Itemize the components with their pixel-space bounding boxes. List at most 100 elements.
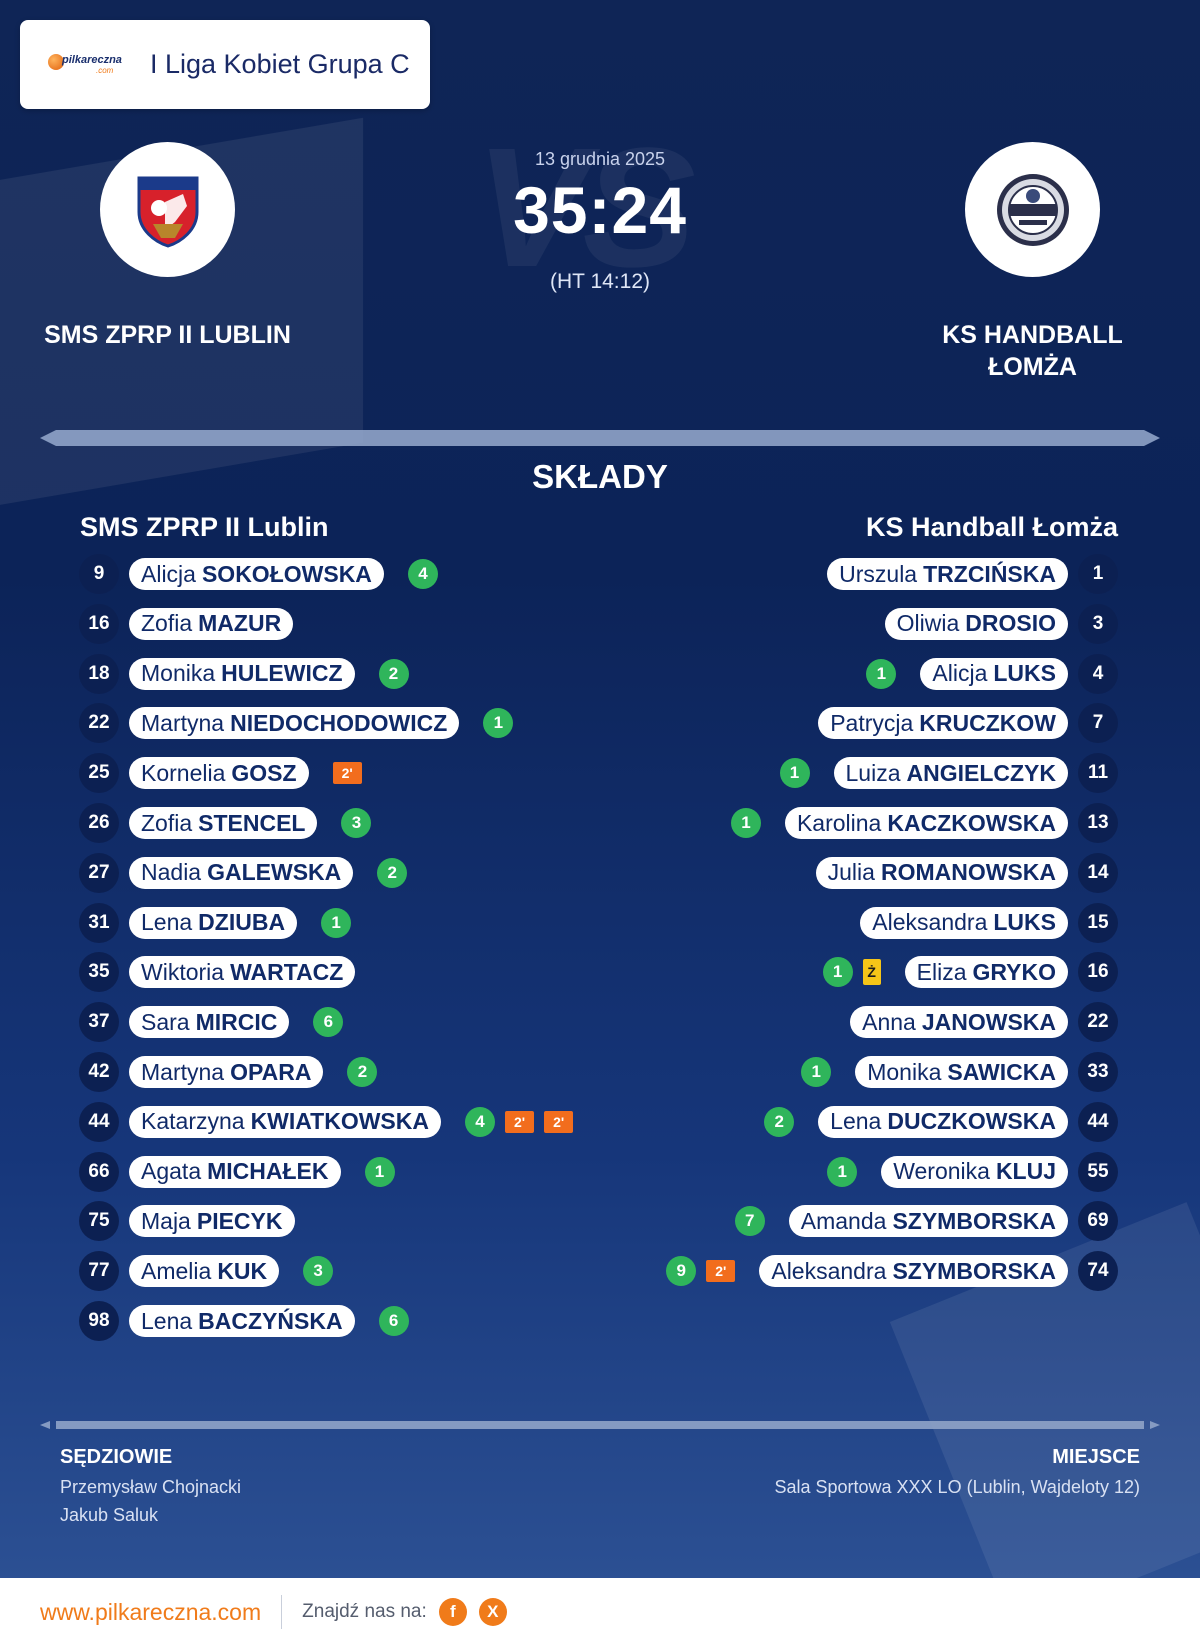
goals-badge: 2 [378, 658, 409, 689]
player-number: 69 [1078, 1201, 1118, 1242]
home-team-name: SMS ZPRP II LUBLIN [44, 321, 291, 349]
player-number: 16 [1078, 952, 1118, 993]
player-last-name: DROSIO [965, 610, 1056, 637]
player-row: 18 Monika HULEWICZ 2 [79, 653, 409, 694]
player-name-pill: Julia ROMANOWSKA [815, 856, 1068, 889]
facebook-icon[interactable]: f [438, 1598, 467, 1626]
player-first-name: Anna [862, 1008, 916, 1035]
referees-title: SĘDZIOWIE [60, 1446, 173, 1468]
player-first-name: Monika [141, 660, 216, 687]
player-row: 44 Katarzyna KWIATKOWSKA 4 2' 2' [79, 1101, 574, 1142]
player-first-name: Karolina [796, 809, 882, 836]
top-divider [40, 430, 1160, 446]
suspension-badge: 2' [544, 1110, 574, 1133]
site-link[interactable]: www.pilkareczna.com [40, 1598, 262, 1625]
player-row: 98 Lena BACZYŃSKA 6 [79, 1301, 409, 1341]
player-last-name: MIRCIC [195, 1008, 278, 1035]
player-last-name: KRUCZKOW [919, 709, 1056, 736]
player-first-name: Lena [141, 1307, 193, 1334]
player-number: 9 [79, 554, 119, 594]
player-last-name: ANGIELCZYK [906, 759, 1057, 786]
player-first-name: Lena [830, 1108, 882, 1135]
footer: www.pilkareczna.com Znajdź nas na: f X [0, 1578, 1200, 1646]
player-number: 31 [79, 902, 119, 943]
player-last-name: KACZKOWSKA [887, 809, 1056, 836]
player-first-name: Aleksandra [872, 909, 988, 936]
player-number: 42 [79, 1052, 119, 1092]
player-first-name: Julia [827, 859, 875, 886]
player-number: 14 [1078, 852, 1118, 893]
venue-text: Sala Sportowa XXX LO (Lublin, Wajdeloty … [774, 1477, 1140, 1497]
goals-badge: 1 [364, 1156, 395, 1187]
player-name-pill: Monika SAWICKA [855, 1056, 1068, 1088]
player-name-pill: Monika HULEWICZ [129, 657, 355, 690]
goals-badge: 6 [378, 1306, 409, 1336]
goals-badge: 3 [341, 808, 372, 838]
player-last-name: TRZCIŃSKA [923, 560, 1056, 587]
goals-badge: 4 [465, 1106, 495, 1137]
player-last-name: MAZUR [198, 610, 282, 637]
venue-title: MIEJSCE [1052, 1446, 1140, 1468]
player-row: 35 Wiktoria WARTACZ [79, 952, 356, 993]
player-number: 18 [79, 653, 119, 694]
player-last-name: NIEDOCHODOWICZ [230, 709, 448, 736]
player-row: 27 Nadia GALEWSKA 2 [79, 852, 408, 893]
player-last-name: KUK [217, 1257, 268, 1284]
halftime-score: (HT 14:12) [550, 270, 650, 293]
player-name-pill: Zofia MAZUR [129, 607, 294, 640]
player-last-name: SZYMBORSKA [892, 1207, 1056, 1234]
sms-zprp-crest-icon [137, 176, 198, 248]
player-name-pill: Maja PIECYK [129, 1205, 295, 1238]
match-score: 35:24 [513, 173, 687, 247]
player-number: 44 [1078, 1101, 1118, 1142]
player-name-pill: Anna JANOWSKA [850, 1006, 1068, 1039]
player-first-name: Katarzyna [141, 1108, 245, 1135]
player-name-pill: Luiza ANGIELCZYK [833, 757, 1068, 790]
goals-badge: 1 [483, 708, 514, 739]
goals-badge: 1 [321, 907, 352, 938]
player-row: 1 Ż Eliza GRYKO 16 [822, 952, 1118, 993]
player-first-name: Urszula [839, 560, 918, 587]
goals-badge: 2 [764, 1106, 795, 1137]
player-first-name: Amanda [800, 1207, 887, 1234]
player-number: 11 [1078, 753, 1118, 794]
player-name-pill: Nadia GALEWSKA [129, 856, 354, 889]
player-row: Urszula TRZCIŃSKA 1 [827, 554, 1118, 594]
player-name-pill: Eliza GRYKO [904, 956, 1068, 989]
player-first-name: Lena [141, 909, 193, 936]
goals-badge: 1 [822, 957, 853, 988]
player-number: 16 [79, 603, 119, 644]
player-last-name: STENCEL [198, 809, 306, 836]
player-last-name: DUCZKOWSKA [887, 1108, 1056, 1135]
player-first-name: Wiktoria [141, 958, 225, 985]
league-name: I Liga Kobiet Grupa C [150, 49, 410, 79]
suspension-badge: 2' [706, 1260, 736, 1283]
ks-handball-crest-icon [996, 173, 1069, 246]
logo-word: pilkareczna [62, 53, 122, 66]
player-row: 7 Amanda SZYMBORSKA 69 [734, 1201, 1118, 1242]
player-last-name: GRYKO [972, 958, 1057, 985]
player-row: Julia ROMANOWSKA 14 [815, 852, 1118, 893]
x-icon[interactable]: X [478, 1598, 507, 1626]
player-row: 66 Agata MICHAŁEK 1 [79, 1151, 395, 1192]
goals-badge: 7 [734, 1206, 765, 1237]
away-roster-title: KS Handball Łomża [865, 512, 1118, 542]
goals-badge: 1 [730, 808, 761, 838]
goals-badge: 9 [666, 1256, 697, 1287]
player-row: Patrycja KRUCZKOW 7 [818, 703, 1118, 744]
handball-icon [48, 53, 64, 70]
player-number: 15 [1078, 902, 1118, 943]
player-row: 75 Maja PIECYK [79, 1201, 295, 1242]
player-number: 77 [79, 1251, 119, 1292]
player-row: 31 Lena DZIUBA 1 [79, 902, 352, 943]
player-name-pill: Zofia STENCEL [129, 807, 318, 839]
player-name-pill: Lena DZIUBA [129, 906, 298, 939]
player-row: 1 Karolina KACZKOWSKA 13 [730, 803, 1118, 843]
player-name-pill: Wiktoria WARTACZ [129, 956, 356, 989]
player-first-name: Sara [141, 1008, 190, 1035]
player-row: 9 2' Aleksandra SZYMBORSKA 74 [666, 1251, 1118, 1292]
player-name-pill: Aleksandra LUKS [860, 906, 1068, 939]
suspension-badge: 2' [505, 1110, 535, 1133]
player-number: 7 [1078, 703, 1118, 744]
